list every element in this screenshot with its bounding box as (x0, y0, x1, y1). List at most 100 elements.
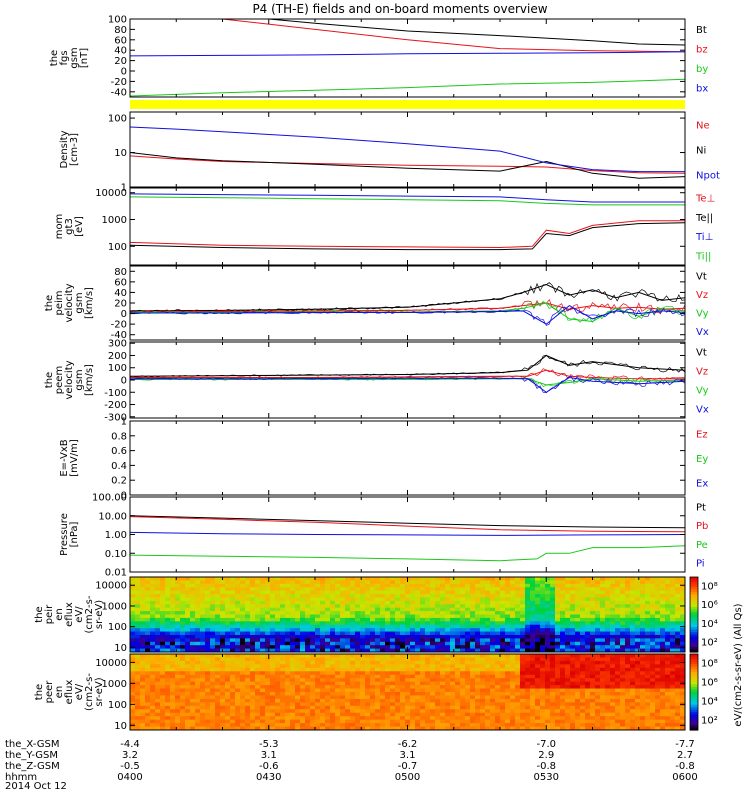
y-axis-label: peem (54, 366, 65, 394)
y-axis-label: gt3 (64, 218, 75, 235)
y-axis-label: [nT] (79, 48, 90, 68)
y-tick-label: 100 (108, 114, 127, 125)
time-axis-row-label: hhmm (5, 772, 37, 783)
y-tick-label: 0.4 (111, 461, 127, 472)
y-tick-label: 80 (114, 25, 127, 36)
panel-temperature: Te⊥ Te|| Ti⊥ Ti|| 100 1000 10000 mom gt3 [eV] (54, 187, 715, 266)
time-axis-labels: the_X-GSM -4.4 -5.3 -6.2 -7.0 -7.7 the_Y-GSM 3.… (5, 739, 698, 783)
y-tick-label: 10.00 (98, 511, 127, 522)
y-axis-label: velocity (64, 283, 75, 322)
y-tick-label: 100 (108, 622, 127, 633)
y-axis-label: eflux (64, 680, 75, 705)
time-axis-row-label: the_X-GSM (5, 739, 59, 750)
colorbar-tick-label: 10⁶ (701, 678, 718, 689)
series-group-mag (130, 19, 685, 97)
colorbar-label: eV/(cm2-s-sr-eV) (All Qs) (733, 603, 744, 726)
legend-Pe: Pe (696, 540, 708, 551)
y-axis-label: peir (44, 604, 55, 624)
y-axis-label: Density (59, 130, 70, 168)
time-axis-value: 0600 (672, 772, 697, 783)
legend-Ni: Ni (696, 146, 706, 157)
legend-Vy: Vy (696, 308, 709, 319)
legend-Te||: Te|| (695, 213, 713, 224)
time-axis-value: 3.1 (400, 750, 416, 761)
y-axis-label: E=-VxB (59, 439, 70, 476)
y-axis-label: [eV] (74, 216, 85, 237)
y-axis-label: mom (54, 214, 65, 240)
panel-pressure: Pt Pb Pe Pi 0.01 0.10 1.00 10.00 100.00 Pressure[… (59, 493, 708, 579)
y-axis-label: gsm (74, 292, 85, 313)
spectrogram-ion_eflux (130, 577, 685, 652)
y-axis-label: the (49, 50, 60, 66)
y-axis-label: sr-eV) (94, 677, 105, 706)
series-noise-Vy (130, 376, 685, 388)
series-line-Vt (130, 354, 685, 377)
panel-frame (129, 420, 686, 496)
series-noise-Vt (130, 354, 685, 378)
y-axis-label: en (54, 608, 65, 621)
y-tick-label: 100 (108, 242, 127, 253)
y-axis-label: (cm2-s- (84, 673, 95, 711)
y-tick-label: 40 (114, 288, 127, 299)
y-tick-label: 100 (108, 15, 127, 26)
y-axis-label: velocity (64, 360, 75, 399)
y-axis-label: sr-eV) (94, 600, 105, 629)
y-axis-label: gsm (69, 47, 80, 68)
legend-Vz: Vz (696, 367, 708, 378)
y-axis-label: fgs (59, 50, 70, 65)
series-line-Vt (130, 283, 685, 312)
series-line-Pe (130, 545, 685, 562)
y-axis-label: (cm2-s- (84, 595, 95, 633)
y-axis-label: Pressure (59, 513, 70, 556)
time-axis-value: 3.1 (261, 750, 277, 761)
time-axis-value: -0.7 (398, 761, 418, 772)
y-tick-label: 0 (121, 67, 127, 78)
series-line-Pt (130, 515, 685, 529)
series-line-Pi (130, 531, 685, 536)
series-line-Ti|| (130, 196, 685, 206)
colorbar-tick-label: 10⁴ (701, 697, 718, 708)
time-axis-value: -0.8 (675, 761, 695, 772)
panel-efield: Ez Ey Ex 0 0.2 0.4 0.6 0.8 1 E=-VxB [mV/m] (59, 417, 708, 502)
legend-by: by (696, 64, 708, 75)
series-line-Ti⊥ (130, 193, 685, 203)
y-tick-label: -200 (104, 400, 127, 411)
series-group-temperature (130, 193, 685, 251)
panel-density: Ne Ni Npot 1 10 100 Density [cm-3] (59, 111, 720, 194)
legend-Vz: Vz (696, 290, 708, 301)
y-tick-label: 1 (121, 417, 127, 428)
y-tick-label: 20 (114, 299, 127, 310)
y-tick-label: 0 (121, 376, 127, 387)
legend-Vt: Vt (696, 348, 707, 359)
y-tick-label: 0.2 (111, 476, 127, 487)
legend-Ez: Ez (696, 429, 708, 440)
series-line-Te⊥ (130, 220, 685, 249)
series-noise-Vt (130, 282, 685, 313)
series-group-electron_velocity (130, 354, 685, 394)
series-line-Npot (130, 126, 685, 173)
y-axis-label: en (54, 686, 65, 699)
time-axis-value: 3.2 (122, 750, 138, 761)
series-line-Vz (130, 302, 685, 313)
y-axis-label: [km/s] (84, 287, 95, 319)
y-tick-label: -300 (104, 412, 127, 423)
y-tick-label: 10000 (95, 658, 127, 669)
series-noise-Vz (130, 299, 685, 314)
series-group-pressure (130, 515, 685, 562)
series-line-Bt (263, 19, 685, 46)
legend-bx: bx (696, 83, 708, 94)
legend-Vx: Vx (696, 327, 709, 338)
colorbar-ion_eflux: 10² 10⁴ 10⁶ 10⁸ (689, 576, 718, 653)
y-tick-label: 80 (114, 267, 127, 278)
y-axis-label: gsm (74, 369, 85, 390)
y-tick-label: -40 (111, 330, 127, 341)
date-label: 2014 Oct 12 (5, 781, 67, 792)
y-tick-label: -20 (111, 320, 127, 331)
panel-electron_eflux: 10² 10⁴ 10⁶ 10⁸ 10 100 1000 10000 the peer en eflux… (34, 653, 718, 732)
series-line-Pb (130, 516, 685, 533)
legend-Vx: Vx (696, 405, 709, 416)
y-tick-label: 0.6 (111, 446, 127, 457)
